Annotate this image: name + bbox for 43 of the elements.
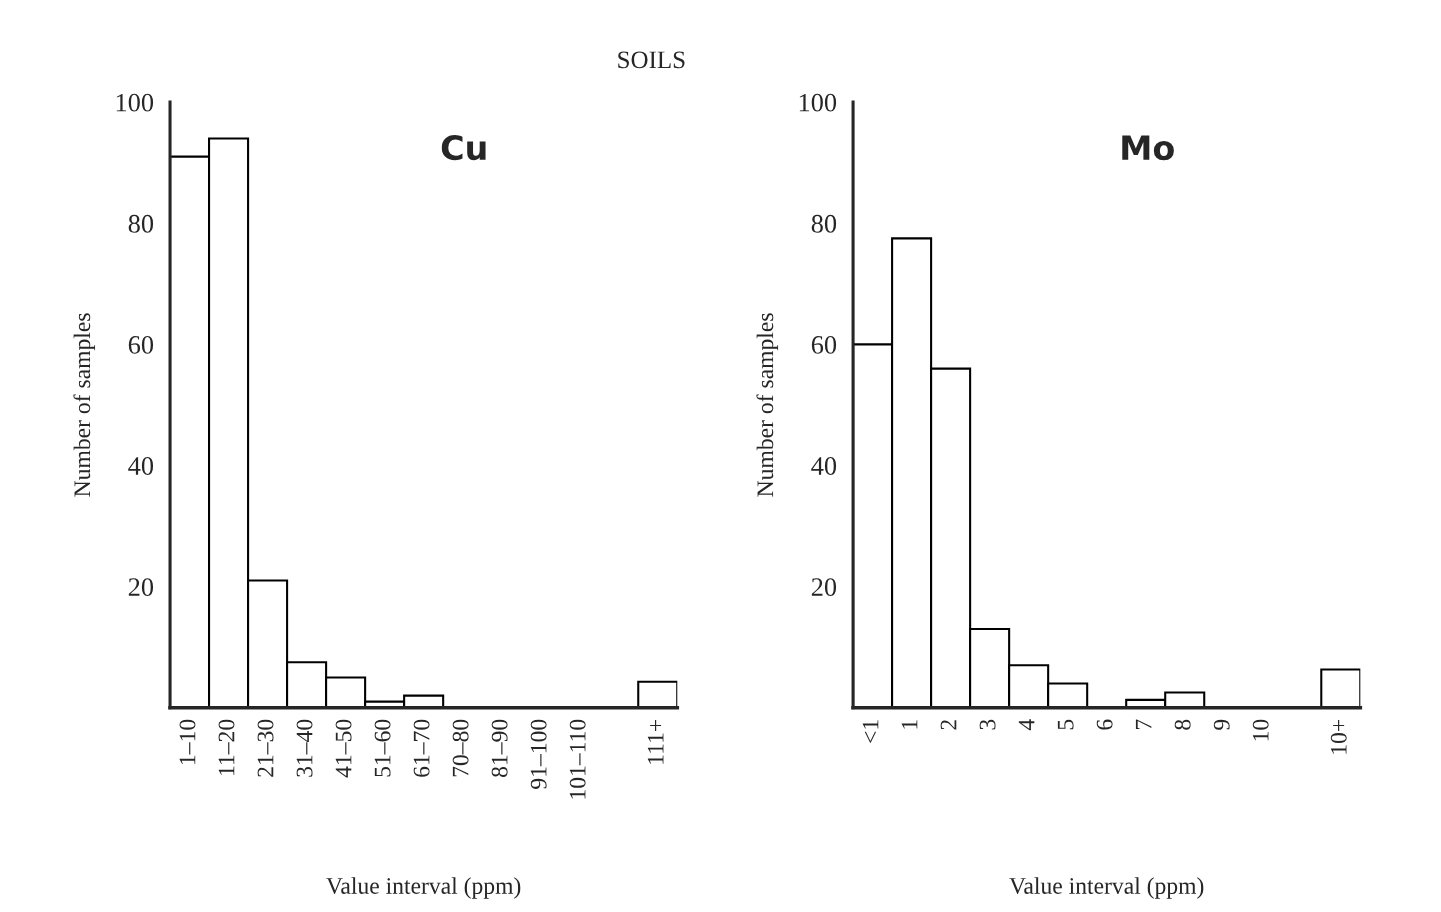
- x-tick-label: 21–30: [257, 719, 274, 777]
- y-tick-label: 60: [811, 335, 837, 354]
- x-tick-label: 6: [1096, 719, 1113, 730]
- x-tick-label: 70–80: [452, 719, 469, 777]
- x-tick-label: 91–100: [530, 719, 547, 789]
- x-tick-label: 51–60: [374, 719, 391, 777]
- x-tick-label: 10+: [1330, 719, 1347, 754]
- y-tick-label: 40: [811, 457, 837, 475]
- y-tick-label: 80: [811, 214, 837, 233]
- y-tick-label: 20: [128, 578, 154, 597]
- x-tick-label: 31–40: [296, 719, 313, 777]
- y-tick-label: 60: [128, 335, 154, 354]
- x-tick-label: 4: [1018, 719, 1035, 731]
- y-tick-label: 100: [799, 93, 837, 112]
- x-tick-label: 61–70: [413, 719, 430, 777]
- x-tick-label: 3: [979, 719, 996, 730]
- text: Mo: [1122, 135, 1174, 161]
- x-tick-label: 5: [1057, 719, 1074, 730]
- text: SOILS: [618, 51, 685, 69]
- x-axis-title: Value interval (ppm): [326, 877, 521, 899]
- x-tick-label: 1: [901, 720, 918, 729]
- x-tick-label: 10: [1252, 719, 1269, 741]
- x-axis-title: Value interval (ppm): [1009, 877, 1204, 899]
- bar: [1320, 668, 1361, 708]
- x-tick-label: 111+: [647, 719, 664, 764]
- x-tick-label: 11–20: [218, 719, 235, 775]
- y-axis-title: Number of samples: [73, 313, 96, 497]
- x-tick-label: 7: [1135, 719, 1152, 730]
- x-tick-label: 8: [1174, 719, 1191, 730]
- bar: [637, 680, 678, 708]
- text: Cu: [441, 135, 486, 161]
- y-tick-label: 40: [128, 457, 154, 475]
- x-tick-label: 81–90: [491, 719, 508, 777]
- x-tick-label: 1–10: [179, 719, 196, 764]
- y-tick-label: 80: [128, 214, 154, 233]
- x-tick-label: 2: [940, 720, 957, 730]
- x-tick-label: <1: [862, 720, 879, 743]
- y-tick-label: 100: [116, 93, 154, 112]
- y-tick-label: 20: [811, 578, 837, 597]
- x-tick-label: 101–110: [569, 719, 586, 799]
- y-axis-title: Number of samples: [756, 313, 779, 497]
- x-tick-label: 9: [1213, 719, 1230, 730]
- x-tick-label: 41–50: [335, 719, 352, 778]
